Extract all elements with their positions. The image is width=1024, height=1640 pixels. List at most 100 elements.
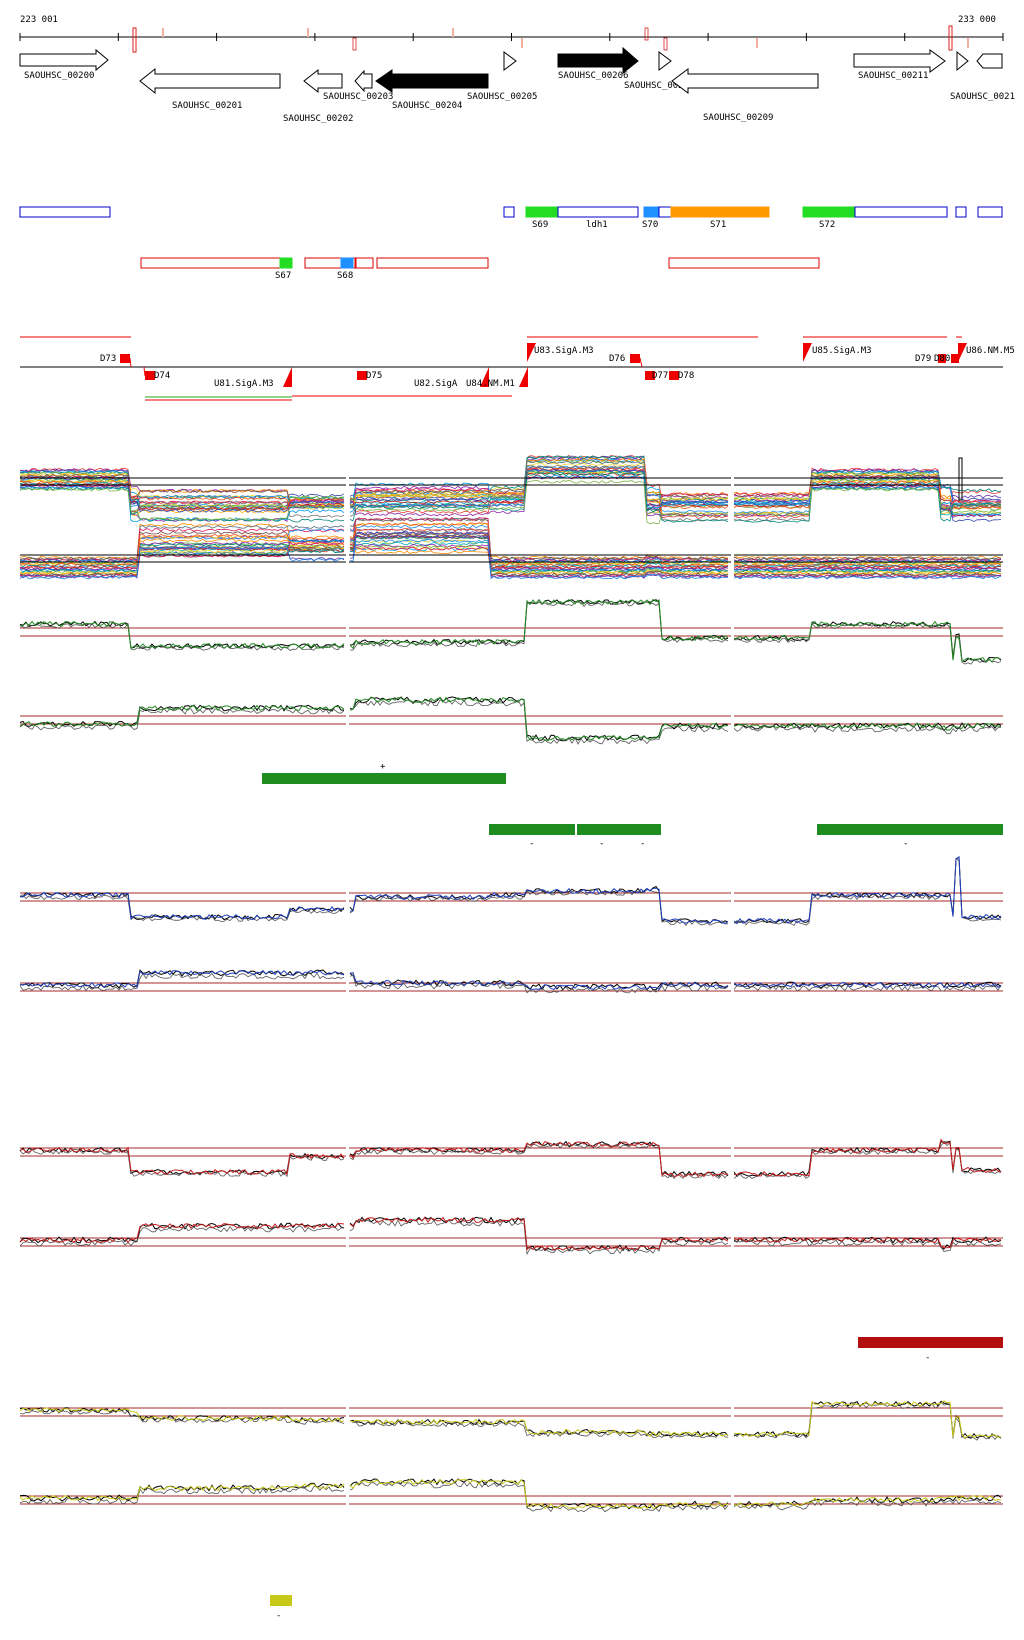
segment-box[interactable] — [355, 257, 374, 269]
gene-arrow-SAOUHSC_0021[interactable] — [976, 53, 1003, 69]
gene-label: SAOUHSC_00200 — [24, 71, 94, 81]
gene-arrow-small[interactable] — [956, 50, 969, 72]
gene-label: SAOUHSC_00204 — [392, 101, 462, 111]
gene-arrow-SAOUHSC_00203[interactable] — [354, 69, 373, 93]
site-label: U85.SigA.M3 — [812, 346, 872, 356]
gene-label: SAOUHSC_0021 — [950, 92, 1015, 102]
site-label: U81.SigA.M3 — [214, 379, 274, 389]
segment-S70[interactable] — [643, 206, 660, 218]
gene-label: SAOUHSC_00201 — [172, 101, 242, 111]
bar-sign: - — [925, 1353, 930, 1363]
site-track: D73 D74 U81.SigA.M3 D75 U82.SigA U84.NM.… — [20, 336, 1015, 401]
gene-arrow-SAOUHSC_00201[interactable] — [139, 67, 281, 95]
gene-arrow-SAOUHSC_00206[interactable] — [557, 46, 639, 75]
expression-line — [19, 1478, 1002, 1510]
bar-red-down[interactable] — [858, 1337, 1003, 1348]
gene-arrow-SAOUHSC_00200[interactable] — [19, 48, 109, 72]
segment-box[interactable] — [304, 257, 356, 269]
expression-line — [19, 598, 1002, 663]
gene-arrow-SAOUHSC_00204[interactable] — [375, 69, 489, 93]
site-marker-D74[interactable] — [145, 371, 155, 380]
segment-label: S71 — [710, 220, 726, 230]
site-label: D76 — [609, 354, 625, 364]
bar-sign: - — [599, 839, 604, 849]
expression-line — [19, 600, 1002, 665]
segment-S68[interactable] — [340, 257, 354, 269]
gene-arrow-SAOUHSC_00209[interactable] — [671, 68, 819, 94]
segment-label: ldh1 — [586, 220, 608, 230]
expression-line — [19, 856, 1002, 924]
expression-line — [19, 479, 1002, 525]
expression-line — [19, 1140, 1002, 1178]
segment-label: S67 — [275, 271, 291, 281]
bar-green-down[interactable] — [817, 824, 1003, 835]
expression-line — [19, 1481, 1002, 1513]
gene-arrow-SAOUHSC_00205[interactable] — [503, 51, 517, 71]
gene-arrow-SAOUHSC_00211[interactable] — [853, 49, 946, 73]
segment-box[interactable] — [503, 206, 515, 218]
site-label: D77 — [652, 371, 668, 381]
segment-ldh1[interactable] — [557, 206, 639, 218]
segment-box[interactable] — [19, 206, 111, 218]
segment-label: S70 — [642, 220, 658, 230]
expression-line — [19, 1138, 1002, 1178]
expression-tracks — [19, 440, 1003, 1538]
gene-arrow-SAOUHSC_00202[interactable] — [303, 68, 343, 94]
site-marker-D76[interactable] — [630, 354, 640, 363]
segment-track-plus: S69 ldh1 S70 S71 S72 — [19, 206, 1003, 230]
bar-sign: - — [529, 839, 534, 849]
expression-line — [19, 855, 1002, 925]
site-marker-D77[interactable] — [645, 371, 655, 380]
site-marker-D73[interactable] — [120, 354, 130, 363]
ruler-start-label: 223 001 — [20, 15, 58, 25]
site-marker-D75[interactable] — [357, 371, 367, 380]
segment-S69[interactable] — [525, 206, 559, 218]
expression-line — [19, 474, 1002, 522]
significance-bars: + - - - - - - — [262, 762, 1003, 1621]
site-label: D79 — [915, 354, 931, 364]
site-marker-U81[interactable] — [283, 367, 292, 387]
expression-line — [19, 1400, 1002, 1439]
site-marker-U84[interactable] — [519, 367, 528, 387]
site-label: U82.SigA — [414, 379, 458, 389]
gene-label: SAOUHSC_00202 — [283, 114, 353, 124]
segment-box[interactable] — [854, 206, 948, 218]
site-label: D75 — [366, 371, 382, 381]
ruler-end-label: 233 000 — [958, 15, 996, 25]
segment-label: S72 — [819, 220, 835, 230]
segment-S72[interactable] — [802, 206, 856, 218]
site-marker-U83[interactable] — [527, 343, 536, 362]
gene-label: SAOUHSC_00209 — [703, 113, 773, 123]
expression-line — [19, 599, 1002, 663]
site-label: D78 — [678, 371, 694, 381]
bar-green-up[interactable] — [262, 773, 506, 784]
segment-box[interactable] — [977, 206, 1003, 218]
ruler-ticks — [19, 33, 1004, 41]
segment-box[interactable] — [376, 257, 489, 269]
segment-S67[interactable] — [279, 257, 293, 269]
site-label: D73 — [100, 354, 116, 364]
site-marker-U86[interactable] — [958, 343, 967, 362]
site-marker-U82[interactable] — [480, 367, 489, 387]
expression-line — [19, 1402, 1002, 1441]
site-marker-U85[interactable] — [803, 343, 812, 362]
expression-line — [19, 1216, 1002, 1252]
site-marker-D79[interactable] — [938, 354, 946, 363]
segment-S71[interactable] — [670, 206, 770, 218]
site-label: U84.NM.M1 — [466, 379, 515, 389]
segment-box[interactable] — [668, 257, 820, 269]
bar-green-down[interactable] — [577, 824, 661, 835]
site-marker-D78[interactable] — [669, 371, 679, 380]
site-label: D74 — [154, 371, 170, 381]
segment-label: S69 — [532, 220, 548, 230]
gene-label: SAOUHSC_00203 — [323, 92, 393, 102]
bar-sign: - — [276, 1611, 281, 1621]
bar-yellow-down[interactable] — [270, 1595, 292, 1606]
segment-box[interactable] — [955, 206, 967, 218]
bar-green-down[interactable] — [489, 824, 575, 835]
segment-box[interactable] — [140, 257, 293, 269]
site-marker-D80[interactable] — [951, 354, 959, 363]
segment-box[interactable] — [658, 206, 672, 218]
gene-arrow-SAOUHSC_00208[interactable] — [658, 51, 672, 71]
